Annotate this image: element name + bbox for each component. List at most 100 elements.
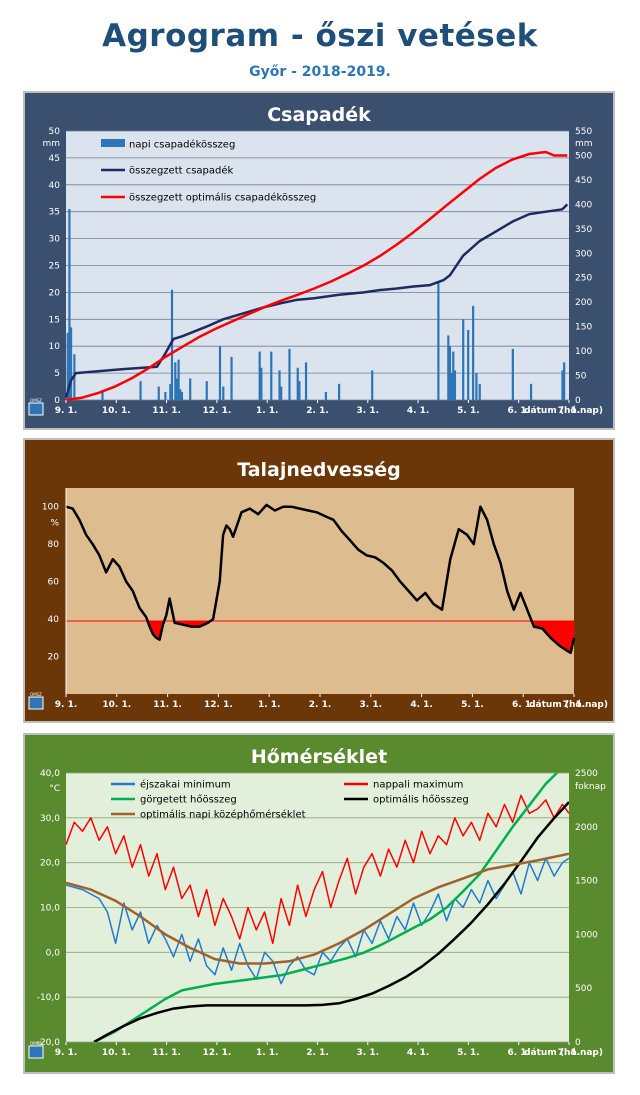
y-tick-label: 40,0 xyxy=(40,769,60,779)
precip-bar xyxy=(462,319,465,400)
x-tick-label: 10. 1. xyxy=(102,700,131,710)
x-axis-label: dátum (hó.nap) xyxy=(524,1047,603,1058)
x-tick-label: 11. 1. xyxy=(153,700,182,710)
x-tick-label: 6. 1. xyxy=(507,406,530,416)
x-tick-label: 5. 1. xyxy=(461,700,484,710)
precip-bar xyxy=(475,373,478,400)
precip-bar xyxy=(324,391,327,400)
precip-bar xyxy=(164,391,167,400)
x-tick-label: 12. 1. xyxy=(203,406,232,416)
x-tick-label: 10. 1. xyxy=(102,1048,131,1058)
x-tick-label: 1. 1. xyxy=(256,406,279,416)
precipitation-panel: Csapadék 0 5 10 15 20 25 30 35 40 45 50 0 50 100 150 200… xyxy=(23,91,615,430)
optimal-precip-line xyxy=(65,150,568,402)
legend-label: optimális napi középhőmérséklet xyxy=(140,809,306,821)
y-tick-label: 45 xyxy=(49,154,60,164)
y2-tick-label: 150 xyxy=(575,323,592,333)
precip-bar xyxy=(478,383,481,400)
precip-bar xyxy=(448,346,452,400)
precip-bar xyxy=(298,381,301,400)
x-tick-label: 4. 1. xyxy=(407,406,430,416)
plot-area xyxy=(66,488,574,694)
y-tick-label: 0 xyxy=(54,396,60,406)
max-temp-line xyxy=(66,794,569,945)
y-tick-label: 20 xyxy=(48,653,60,663)
logo-icon xyxy=(28,1045,44,1059)
logo-icon xyxy=(28,696,44,710)
legend-swatch xyxy=(101,139,125,147)
precip-bar xyxy=(511,348,514,400)
x-tick-label: 10. 1. xyxy=(102,406,131,416)
precip-bar xyxy=(69,327,73,400)
x-tick-label: 12. 1. xyxy=(204,700,233,710)
precip-bar xyxy=(563,362,566,400)
legend-label: éjszakai minimum xyxy=(140,779,231,791)
y-tick-label: 5 xyxy=(54,369,60,379)
precip-bar xyxy=(296,367,299,400)
precip-bar xyxy=(218,346,222,400)
y2-tick-label: 0 xyxy=(575,396,581,406)
chart-title: Hőmérséklet xyxy=(251,746,387,768)
x-tick-label: 7. 1. xyxy=(558,406,581,416)
y-tick-label: 40 xyxy=(49,181,61,191)
soil-moisture-line xyxy=(65,503,576,655)
x-tick-label: 9. 1. xyxy=(55,700,78,710)
y-tick-label: -20,0 xyxy=(37,1038,61,1048)
precip-bar xyxy=(157,386,160,400)
y-tick-label: 40 xyxy=(48,615,60,625)
x-tick-label: 12. 1. xyxy=(203,1048,232,1058)
y2-tick-label: 500 xyxy=(575,984,592,994)
y-tick-label: 10 xyxy=(49,342,61,352)
precip-bar xyxy=(278,370,281,400)
legend-label: összegzett csapadék xyxy=(129,165,234,177)
page-title: Agrogram - őszi vetések xyxy=(102,18,538,54)
legend-label: összegzett optimális csapadékösszeg xyxy=(129,192,316,204)
x-tick-label: 6. 1. xyxy=(507,1048,530,1058)
y-tick-label: 30,0 xyxy=(40,814,60,824)
y-tick-label: 0,0 xyxy=(46,948,61,958)
x-tick-label: 1. 1. xyxy=(258,700,281,710)
x-tick-label: 2. 1. xyxy=(309,700,332,710)
soil-moisture-chart: Talajnedvesség 20 40 60 80 100% 9. 1. 10. 1. 11.… xyxy=(28,459,608,710)
x-tick-label: 9. 1. xyxy=(55,1048,78,1058)
optimal-mean-temp-line xyxy=(66,852,569,965)
precip-bar xyxy=(101,391,104,400)
x-tick-label: 4. 1. xyxy=(407,1048,430,1058)
precip-bar xyxy=(169,383,172,400)
chart-title: Csapadék xyxy=(267,104,371,126)
page-subtitle: Győr - 2018-2019. xyxy=(249,64,391,80)
logo-text: OMSZ xyxy=(30,398,42,403)
x-tick-label: 1. 1. xyxy=(256,1048,279,1058)
y-tick-label: -10,0 xyxy=(37,993,61,1003)
logo-text: OMSZ xyxy=(30,692,42,697)
x-tick-label: 3. 1. xyxy=(360,700,383,710)
min-temp-line xyxy=(66,857,569,985)
precip-bar xyxy=(139,381,142,400)
x-tick-label: 7. 1. xyxy=(558,1048,581,1058)
x-tick-label: 6. 1. xyxy=(512,700,535,710)
precip-bar xyxy=(529,383,533,400)
y2-tick-label: 50 xyxy=(575,372,587,382)
precip-bar xyxy=(437,281,440,400)
precip-bar xyxy=(179,389,182,400)
x-axis-label: dátum (hó.nap) xyxy=(524,405,603,416)
precip-bar xyxy=(472,305,475,400)
cumulative-precip-line xyxy=(64,203,569,398)
precip-bar xyxy=(288,348,291,400)
y2-tick-label: 0 xyxy=(575,1038,581,1048)
precip-bar xyxy=(270,351,273,400)
x-tick-label: 2. 1. xyxy=(306,1048,329,1058)
precip-bar xyxy=(180,391,184,400)
temperature-panel: Hőmérséklet -20,0 -10,0 0,0 10,0 20,0 30,0 40,0… xyxy=(23,733,615,1074)
legend-label: napi csapadékösszeg xyxy=(129,139,235,151)
x-tick-label: 5. 1. xyxy=(457,406,480,416)
legend-label: optimális hőösszeg xyxy=(373,794,469,806)
y2-tick-label: 300 xyxy=(575,249,592,259)
precip-bar xyxy=(450,373,453,400)
y-tick-label: 100 xyxy=(42,503,59,513)
y-axis-unit: % xyxy=(50,519,59,529)
legend-label: nappali maximum xyxy=(373,780,463,791)
precip-bar xyxy=(170,289,174,400)
precip-bar xyxy=(222,386,225,400)
x-tick-label: 11. 1. xyxy=(152,406,181,416)
